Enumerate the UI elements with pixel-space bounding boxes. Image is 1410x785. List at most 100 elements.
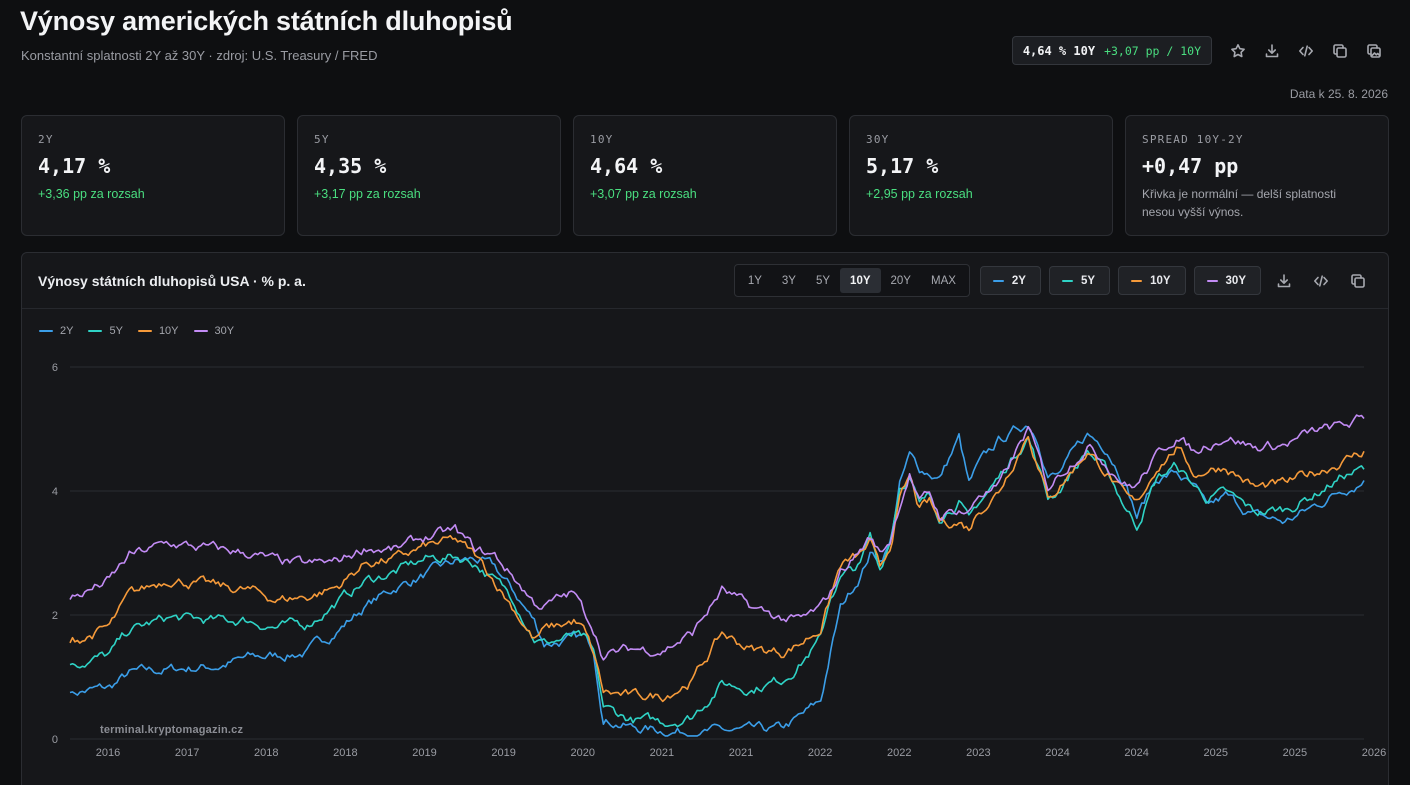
chart-embed-button[interactable] (1307, 267, 1335, 295)
card-value: 4,17 % (38, 154, 111, 178)
quote-value: 4,64 % 10Y (1022, 43, 1096, 58)
card-label: 30Y (866, 133, 890, 146)
download-icon (1265, 43, 1279, 57)
card-change: +3,36 pp za rozsah (38, 187, 145, 201)
legend-item-5y[interactable]: 5Y (88, 325, 123, 337)
header-toolbar: 4,64 % 10Y +3,07 pp / 10Y (1011, 36, 1388, 65)
chart-copy-button[interactable] (1344, 267, 1372, 295)
legend-swatch (39, 330, 53, 332)
range-button-1y[interactable]: 1Y (747, 274, 762, 287)
stat-card-5y: 5Y 4,35 % +3,17 pp za rozsah (297, 115, 561, 236)
x-tick-label: 2019 (491, 747, 515, 759)
card-change: +2,95 pp za rozsah (866, 187, 973, 201)
range-button-3y[interactable]: 3Y (781, 274, 796, 287)
code-icon (1299, 44, 1313, 57)
legend-label: 2Y (60, 325, 74, 337)
series-swatch (1061, 279, 1073, 282)
copy-icon (1351, 273, 1365, 288)
page-subtitle: Konstantní splatnosti 2Y až 30Y · zdroj:… (21, 48, 378, 63)
x-tick-label: 2018 (254, 747, 278, 759)
x-tick-label: 2022 (887, 747, 911, 759)
series-line-2y[interactable] (69, 425, 1365, 737)
image-copy-icon (1367, 43, 1381, 58)
stat-card-30y: 30Y 5,17 % +2,95 pp za rozsah (849, 115, 1113, 236)
legend-swatch (137, 330, 152, 332)
legend-label: 10Y (158, 325, 179, 337)
download-button[interactable] (1258, 37, 1286, 65)
range-button-10y[interactable]: 10Y (840, 268, 881, 293)
series-swatch (992, 279, 1004, 282)
legend-swatch (88, 330, 103, 332)
y-tick-label: 6 (52, 362, 58, 374)
x-tick-label: 2025 (1283, 747, 1307, 759)
chart-panel-header: Výnosy státních dluhopisů USA · % p. a. … (22, 253, 1388, 309)
range-button-20y[interactable]: 20Y (890, 274, 911, 287)
card-change: +3,17 pp za rozsah (314, 187, 421, 201)
stat-card-10y: 10Y 4,64 % +3,07 pp za rozsah (573, 115, 837, 236)
series-toggle-10y[interactable]: 10Y (1118, 266, 1186, 295)
series-line-10y[interactable] (69, 435, 1365, 703)
series-line-5y[interactable] (69, 436, 1365, 728)
card-value: +0,47 pp (1142, 154, 1239, 178)
page-title: Výnosy amerických státních dluhopisů (20, 6, 513, 36)
x-tick-label: 2024 (1124, 747, 1148, 759)
range-selector: 1Y 3Y 5Y 10Y 20Y MAX (733, 264, 970, 297)
y-tick-label: 2 (52, 610, 58, 622)
series-toggle-label: 30Y (1225, 274, 1246, 287)
legend-item-10y[interactable]: 10Y (137, 325, 179, 337)
x-tick-label: 2021 (650, 747, 674, 759)
range-button-5y[interactable]: 5Y (815, 274, 831, 287)
stat-card-2y: 2Y 4,17 % +3,36 pp za rozsah (21, 115, 285, 236)
series-toggle-5y[interactable]: 5Y (1048, 266, 1111, 295)
code-icon (1314, 274, 1328, 287)
card-label: 10Y (590, 133, 614, 146)
axis-layer: 0 2 4 6 2016 2017 2018 2018 2019 2019 2020 2021 2021… (52, 362, 1386, 759)
card-value: 4,64 % (590, 154, 663, 178)
series-layer (69, 414, 1365, 737)
chart-panel: Výnosy státních dluhopisů USA · % p. a. … (21, 252, 1389, 785)
x-tick-label: 2018 (333, 747, 357, 759)
favorite-button[interactable] (1224, 37, 1252, 65)
series-toggle-label: 10Y (1150, 274, 1171, 287)
series-toggle-30y[interactable]: 30Y (1193, 266, 1261, 295)
copy-image-button[interactable] (1360, 37, 1388, 65)
x-tick-label: 2022 (808, 747, 832, 759)
card-value: 4,35 % (314, 154, 387, 178)
series-swatch (1206, 279, 1218, 282)
legend-label: 30Y (214, 325, 235, 337)
embed-button[interactable] (1292, 37, 1320, 65)
y-tick-label: 4 (52, 486, 58, 498)
x-tick-label: 2026 (1362, 747, 1386, 759)
card-note: Křivka je normální — delší splatnosti ne… (1142, 187, 1337, 219)
watermark: terminal.kryptomagazin.cz (100, 724, 244, 736)
star-icon (1231, 43, 1245, 57)
copy-button[interactable] (1326, 37, 1354, 65)
series-line-30y[interactable] (69, 414, 1365, 661)
chart-download-button[interactable] (1270, 267, 1298, 295)
chart-legend: 2Y 5Y 10Y 30Y (39, 325, 234, 337)
x-tick-label: 2025 (1204, 747, 1228, 759)
series-toggle-label: 2Y (1011, 274, 1026, 287)
x-tick-label: 2017 (175, 747, 199, 759)
series-toggle-2y[interactable]: 2Y (979, 266, 1041, 295)
stat-card-spread: SPREAD 10Y-2Y +0,47 pp Křivka je normáln… (1125, 115, 1389, 236)
as-of-date: Data k 25. 8. 2026 (1289, 87, 1388, 101)
card-label: SPREAD 10Y-2Y (1142, 133, 1244, 146)
yield-chart[interactable]: 0 2 4 6 2016 2017 2018 2018 2019 2019 2020 2021 2021… (22, 253, 1390, 785)
stat-cards: 2Y 4,17 % +3,36 pp za rozsah 5Y 4,35 % +… (21, 115, 1389, 236)
grid-layer (70, 366, 1364, 740)
card-value: 5,17 % (866, 154, 939, 178)
x-tick-label: 2016 (96, 747, 120, 759)
x-tick-label: 2024 (1045, 747, 1069, 759)
quote-chip: 4,64 % 10Y +3,07 pp / 10Y (1011, 36, 1212, 65)
legend-item-2y[interactable]: 2Y (39, 325, 73, 337)
legend-item-30y[interactable]: 30Y (193, 325, 235, 337)
download-icon (1277, 273, 1291, 287)
legend-label: 5Y (109, 325, 123, 337)
chart-controls: 1Y 3Y 5Y 10Y 20Y MAX 2Y 5Y 10Y 30Y (733, 264, 1372, 297)
copy-icon (1333, 43, 1347, 58)
card-label: 5Y (314, 133, 330, 146)
range-button-max[interactable]: MAX (930, 274, 956, 287)
series-toggle-label: 5Y (1080, 274, 1096, 287)
chart-panel-title: Výnosy státních dluhopisů USA · % p. a. (38, 272, 306, 289)
